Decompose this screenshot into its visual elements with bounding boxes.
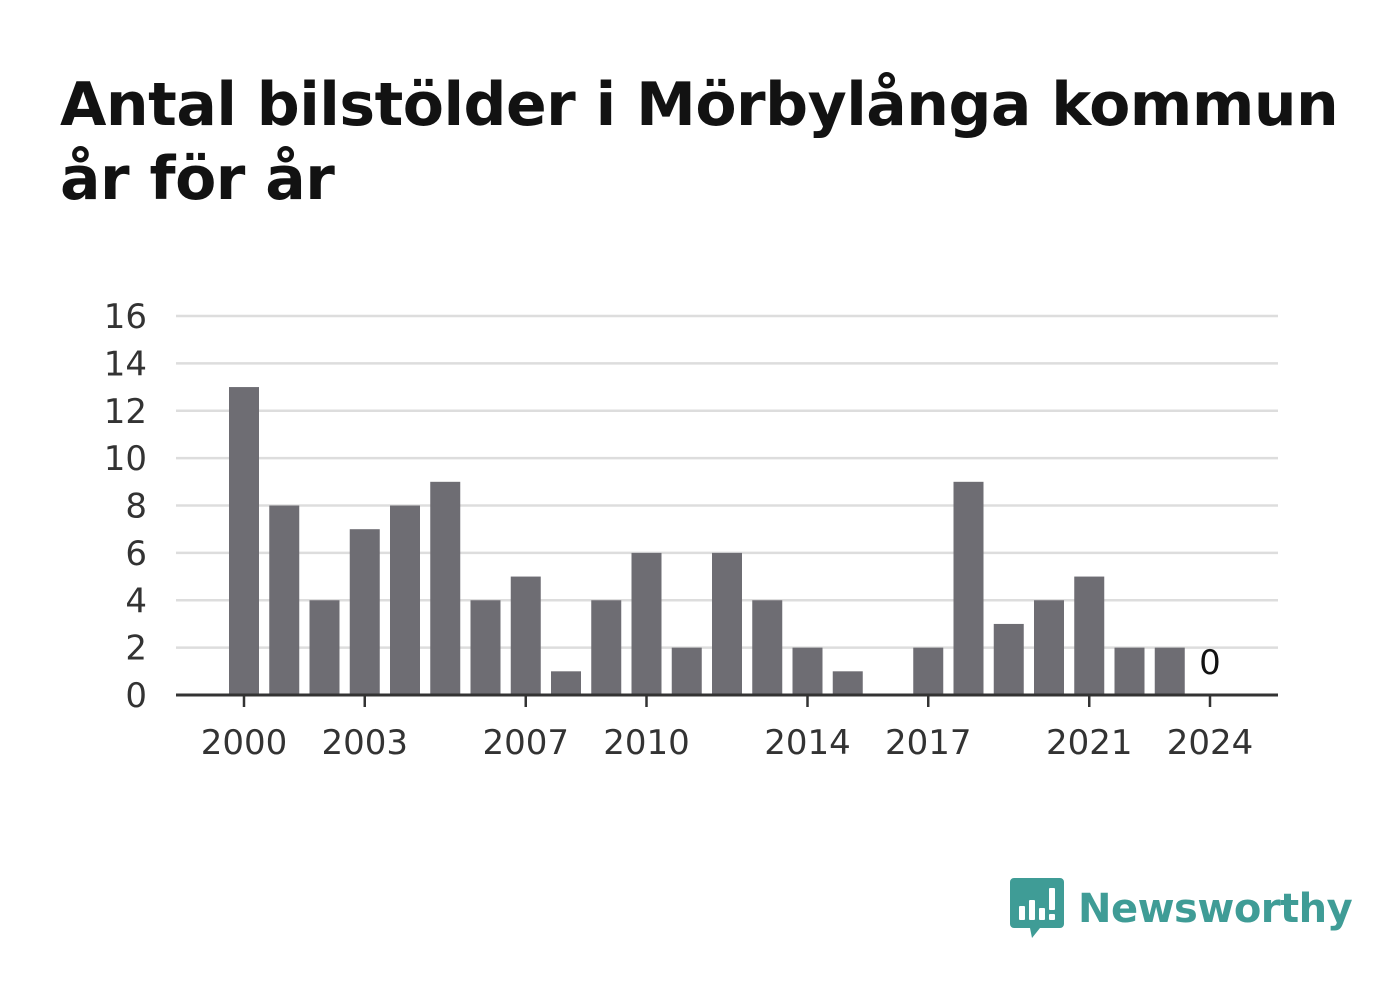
y-axis-labels: 0 2 4 6 8 10 12 14 16 — [104, 297, 147, 716]
y-tick-label: 16 — [104, 297, 147, 337]
data-labels: 0 — [1199, 643, 1221, 683]
data-label-2024: 0 — [1199, 643, 1221, 683]
chart-title: Antal bilstölder i Mörbylånga kommun år … — [60, 70, 1339, 214]
y-tick-label: 2 — [125, 629, 147, 669]
bars — [229, 387, 1185, 695]
bar-2012 — [712, 552, 742, 695]
bar-2011 — [671, 647, 702, 695]
bar-2001 — [269, 505, 300, 695]
bar-2005 — [430, 481, 461, 695]
y-tick-label: 6 — [125, 534, 147, 574]
y-tick-label: 14 — [104, 344, 147, 384]
x-tick-label: 2021 — [1046, 723, 1133, 763]
bar-2006 — [470, 600, 501, 695]
bar-2013 — [752, 600, 783, 695]
x-tick-label: 2003 — [321, 723, 408, 763]
bar-2021 — [1074, 576, 1105, 695]
bar-2017 — [913, 647, 944, 695]
bar-2018 — [953, 481, 984, 695]
bar-chart-speech-bubble-icon — [1010, 878, 1064, 938]
x-tick-label: 2017 — [885, 723, 972, 763]
bar-2010 — [631, 552, 662, 695]
bar-2022 — [1114, 647, 1145, 695]
x-tick-label: 2007 — [482, 723, 569, 763]
y-tick-label: 0 — [125, 676, 147, 716]
bar-2007 — [510, 576, 541, 695]
y-tick-label: 12 — [104, 392, 147, 432]
y-tick-label: 8 — [125, 487, 147, 527]
x-tick-label: 2014 — [764, 723, 851, 763]
x-tick-label: 2024 — [1167, 723, 1254, 763]
y-tick-label: 10 — [104, 439, 147, 479]
bar-2009 — [591, 600, 622, 695]
bar-2003 — [349, 529, 380, 695]
bar-2015 — [832, 671, 863, 695]
brand-logo: Newsworthy — [1010, 876, 1353, 942]
bar-2023 — [1154, 647, 1185, 695]
brand-name: Newsworthy — [1078, 886, 1353, 932]
bar-2014 — [792, 647, 823, 695]
y-tick-label: 4 — [125, 581, 147, 621]
bar-2004 — [390, 505, 420, 695]
x-tick-label: 2000 — [201, 723, 288, 763]
bar-2008 — [551, 671, 581, 695]
bar-2019 — [993, 623, 1024, 695]
bar-2002 — [309, 600, 340, 695]
x-axis-labels: 2000 2003 2007 2010 2014 2017 2021 2024 — [201, 723, 1254, 763]
x-axis — [176, 693, 1278, 707]
x-tick-label: 2010 — [603, 723, 690, 763]
bar-2020 — [1034, 600, 1064, 695]
bar-2000 — [229, 387, 259, 695]
